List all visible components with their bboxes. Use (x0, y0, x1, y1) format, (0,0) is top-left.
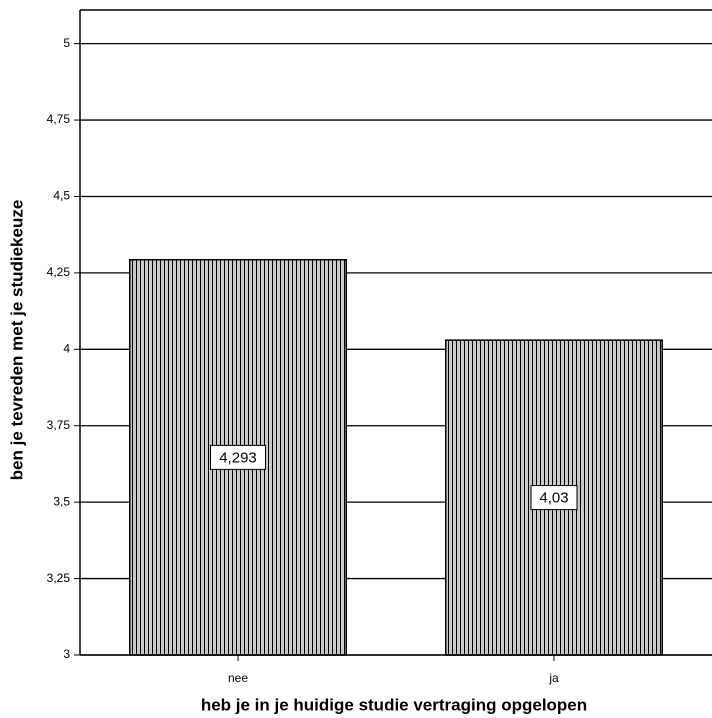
x-axis-title: heb je in je huidige studie vertraging o… (201, 695, 587, 714)
value-label-box (530, 485, 578, 511)
y-tick-label: 4,75 (47, 112, 71, 126)
y-tick-label: 3 (63, 647, 70, 661)
y-tick-label: 4,5 (53, 189, 70, 203)
y-tick-label: 5 (63, 36, 70, 50)
y-tick-label: 4,25 (47, 265, 71, 279)
y-axis-title: ben je tevreden met je studiekeuze (7, 200, 26, 481)
x-tick-label: ja (548, 671, 559, 685)
y-tick-label: 3,25 (47, 571, 71, 585)
value-label: 4,293 (219, 449, 257, 466)
y-tick-label: 3,75 (47, 418, 71, 432)
x-tick-label: nee (228, 671, 248, 685)
value-label: 4,03 (539, 490, 568, 507)
y-tick-label: 3,5 (53, 494, 70, 508)
value-label-box (210, 444, 266, 470)
y-tick-label: 4 (63, 341, 70, 355)
